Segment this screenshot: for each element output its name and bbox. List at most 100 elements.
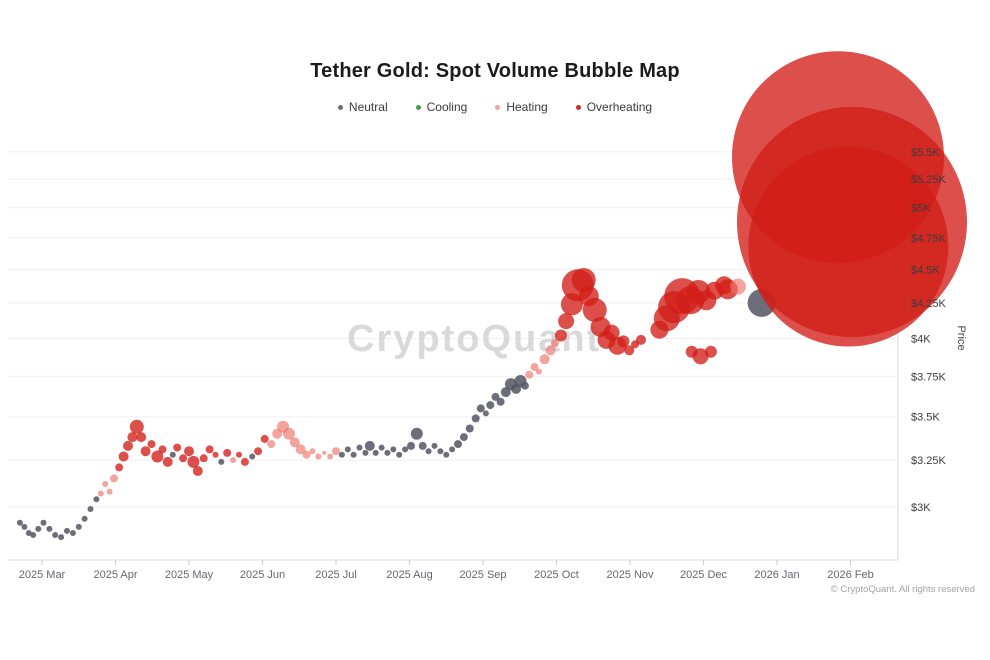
bubble[interactable]	[486, 401, 495, 410]
bubble[interactable]	[127, 432, 138, 443]
bubble[interactable]	[240, 457, 249, 466]
bubble[interactable]	[431, 442, 438, 449]
bubble[interactable]	[118, 451, 129, 462]
bubble[interactable]	[344, 446, 351, 453]
bubble[interactable]	[402, 446, 409, 453]
bubble[interactable]	[236, 451, 242, 458]
bubble[interactable]	[545, 345, 556, 356]
bubble[interactable]	[260, 434, 269, 443]
bubble[interactable]	[571, 268, 596, 292]
bubble[interactable]	[454, 440, 462, 449]
bubble[interactable]	[603, 324, 620, 341]
bubble[interactable]	[378, 444, 385, 451]
bubble[interactable]	[136, 432, 147, 443]
bubble[interactable]	[356, 444, 363, 451]
bubble[interactable]	[16, 519, 23, 526]
bubble[interactable]	[46, 525, 53, 532]
bubble[interactable]	[407, 441, 415, 450]
bubble[interactable]	[30, 532, 37, 538]
bubble[interactable]	[551, 338, 559, 347]
bubble[interactable]	[425, 448, 432, 455]
bubble[interactable]	[418, 441, 427, 450]
legend-item-heating[interactable]: Heating	[495, 100, 548, 114]
bubble[interactable]	[69, 530, 76, 536]
bubble[interactable]	[471, 414, 480, 423]
bubble[interactable]	[500, 387, 511, 398]
bubble[interactable]	[535, 368, 542, 375]
bubble[interactable]	[162, 456, 173, 467]
bubble[interactable]	[230, 457, 237, 464]
bubble[interactable]	[482, 410, 489, 417]
bubble[interactable]	[40, 519, 47, 526]
bubble[interactable]	[396, 451, 403, 458]
bubble[interactable]	[315, 453, 322, 460]
bubble[interactable]	[184, 446, 194, 457]
bubble[interactable]	[267, 440, 276, 449]
bubble[interactable]	[21, 523, 28, 530]
bubble[interactable]	[390, 446, 397, 453]
legend-item-neutral[interactable]: Neutral	[337, 100, 388, 114]
bubble[interactable]	[476, 404, 485, 413]
bubble[interactable]	[199, 454, 208, 463]
bubble[interactable]	[158, 445, 167, 454]
bubble[interactable]	[730, 278, 746, 295]
bubble[interactable]	[704, 345, 717, 358]
bubble[interactable]	[384, 449, 391, 456]
bubble[interactable]	[491, 392, 500, 401]
bubble[interactable]	[192, 466, 203, 476]
bubble[interactable]	[459, 433, 468, 442]
bubble[interactable]	[539, 354, 550, 365]
bubble[interactable]	[465, 424, 474, 433]
bubble[interactable]	[295, 444, 306, 455]
bubble[interactable]	[372, 449, 379, 456]
bubble[interactable]	[525, 370, 534, 379]
bubble[interactable]	[350, 451, 357, 458]
bubble[interactable]	[58, 534, 65, 541]
bubble[interactable]	[81, 515, 88, 522]
bubble[interactable]	[212, 451, 219, 458]
bubble[interactable]	[554, 329, 567, 342]
bubble[interactable]	[179, 454, 188, 463]
bubble[interactable]	[582, 297, 607, 322]
bubble[interactable]	[530, 363, 539, 371]
bubble[interactable]	[289, 437, 300, 448]
bubble[interactable]	[64, 527, 70, 534]
bubble[interactable]	[52, 532, 59, 538]
bubble[interactable]	[151, 450, 164, 463]
bubble[interactable]	[327, 453, 334, 460]
bubble[interactable]	[624, 345, 635, 356]
bubble[interactable]	[173, 443, 182, 452]
bubble[interactable]	[496, 397, 505, 406]
bubble[interactable]	[87, 506, 94, 512]
bubble[interactable]	[106, 488, 113, 495]
bubble[interactable]	[617, 335, 630, 348]
bubble[interactable]	[249, 453, 256, 460]
bubble[interactable]	[129, 419, 144, 434]
bubble[interactable]	[443, 451, 450, 458]
bubble[interactable]	[302, 450, 311, 459]
bubble[interactable]	[147, 440, 156, 449]
bubble[interactable]	[338, 451, 345, 458]
bubble[interactable]	[737, 107, 967, 337]
bubble[interactable]	[110, 474, 118, 483]
bubble[interactable]	[140, 446, 151, 457]
bubble[interactable]	[449, 446, 456, 453]
bubble[interactable]	[283, 427, 295, 440]
bubble[interactable]	[35, 525, 42, 532]
bubble[interactable]	[75, 523, 82, 530]
bubble[interactable]	[362, 449, 369, 456]
bubble[interactable]	[218, 458, 225, 465]
bubble[interactable]	[97, 490, 104, 497]
bubble[interactable]	[364, 440, 375, 451]
bubble[interactable]	[558, 313, 575, 330]
bubble[interactable]	[205, 445, 214, 454]
bubble[interactable]	[520, 381, 529, 390]
bubble[interactable]	[322, 450, 327, 455]
bubble[interactable]	[636, 334, 646, 345]
bubble[interactable]	[332, 447, 340, 456]
bubble[interactable]	[692, 348, 709, 365]
bubble[interactable]	[410, 427, 423, 440]
bubble[interactable]	[115, 463, 124, 472]
bubble[interactable]	[123, 440, 133, 451]
bubble[interactable]	[223, 448, 232, 457]
